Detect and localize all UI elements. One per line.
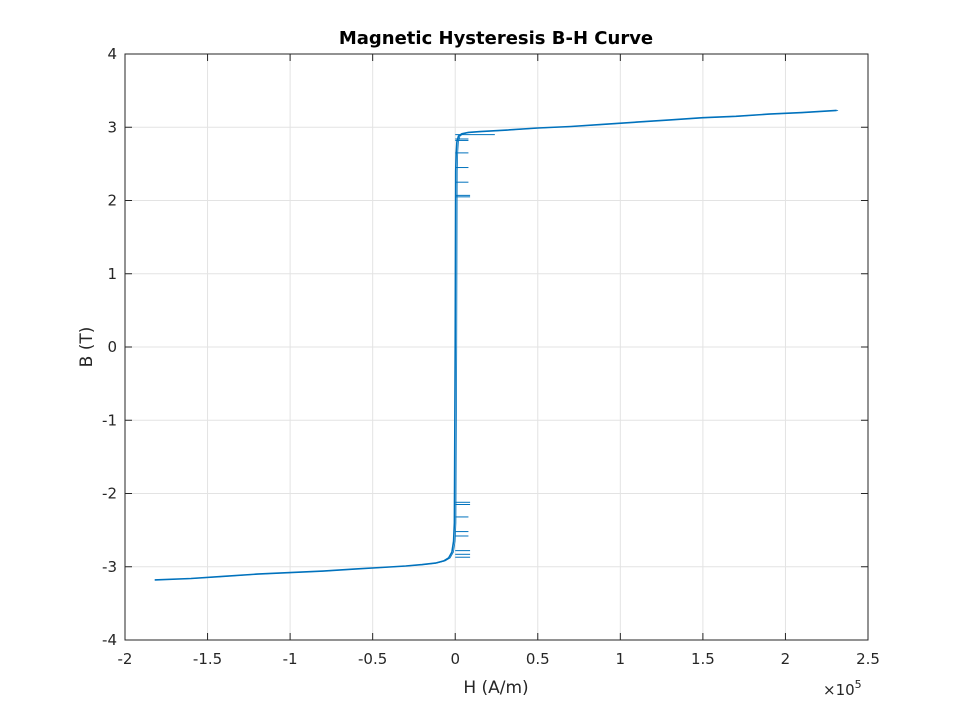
x-tick-label: -0.5	[358, 650, 387, 668]
y-tick-label: 3	[107, 118, 117, 136]
x-tick-label: 2	[781, 650, 791, 668]
x-axis-label: H (A/m)	[463, 678, 528, 698]
y-tick-label: 0	[107, 338, 117, 356]
y-axis-label: B (T)	[77, 327, 97, 368]
x-tick-label: 0	[450, 650, 460, 668]
y-tick-labels: -4 -3 -2 -1 0 1 2 3 4	[102, 45, 117, 649]
x-tick-label: 2.5	[856, 650, 880, 668]
plot-area	[154, 109, 839, 581]
x-multiplier-exponent: 5	[855, 678, 862, 691]
x-multiplier: ×105	[823, 678, 862, 699]
ticks	[124, 53, 869, 641]
y-tick-label: -2	[102, 485, 117, 503]
x-tick-label: 1	[616, 650, 626, 668]
x-tick-label: -2	[118, 650, 133, 668]
x-tick-label: 1.5	[691, 650, 715, 668]
x-multiplier-base: ×10	[823, 681, 855, 699]
y-tick-label: 1	[107, 265, 117, 283]
chart-title: Magnetic Hysteresis B-H Curve	[339, 28, 653, 49]
grid	[124, 53, 869, 641]
y-tick-label: -1	[102, 411, 117, 429]
y-tick-label: 2	[107, 192, 117, 210]
bh-curve-line	[154, 109, 837, 581]
x-tick-labels: -2 -1.5 -1 -0.5 0 0.5 1 1.5 2 2.5	[118, 650, 880, 668]
x-tick-label: -1.5	[193, 650, 222, 668]
bh-curve-line-return	[156, 110, 839, 581]
y-tick-label: 4	[107, 45, 117, 63]
x-tick-label: -1	[283, 650, 298, 668]
y-tick-label: -3	[102, 558, 117, 576]
y-tick-label: -4	[102, 631, 117, 649]
x-tick-label: 0.5	[526, 650, 550, 668]
